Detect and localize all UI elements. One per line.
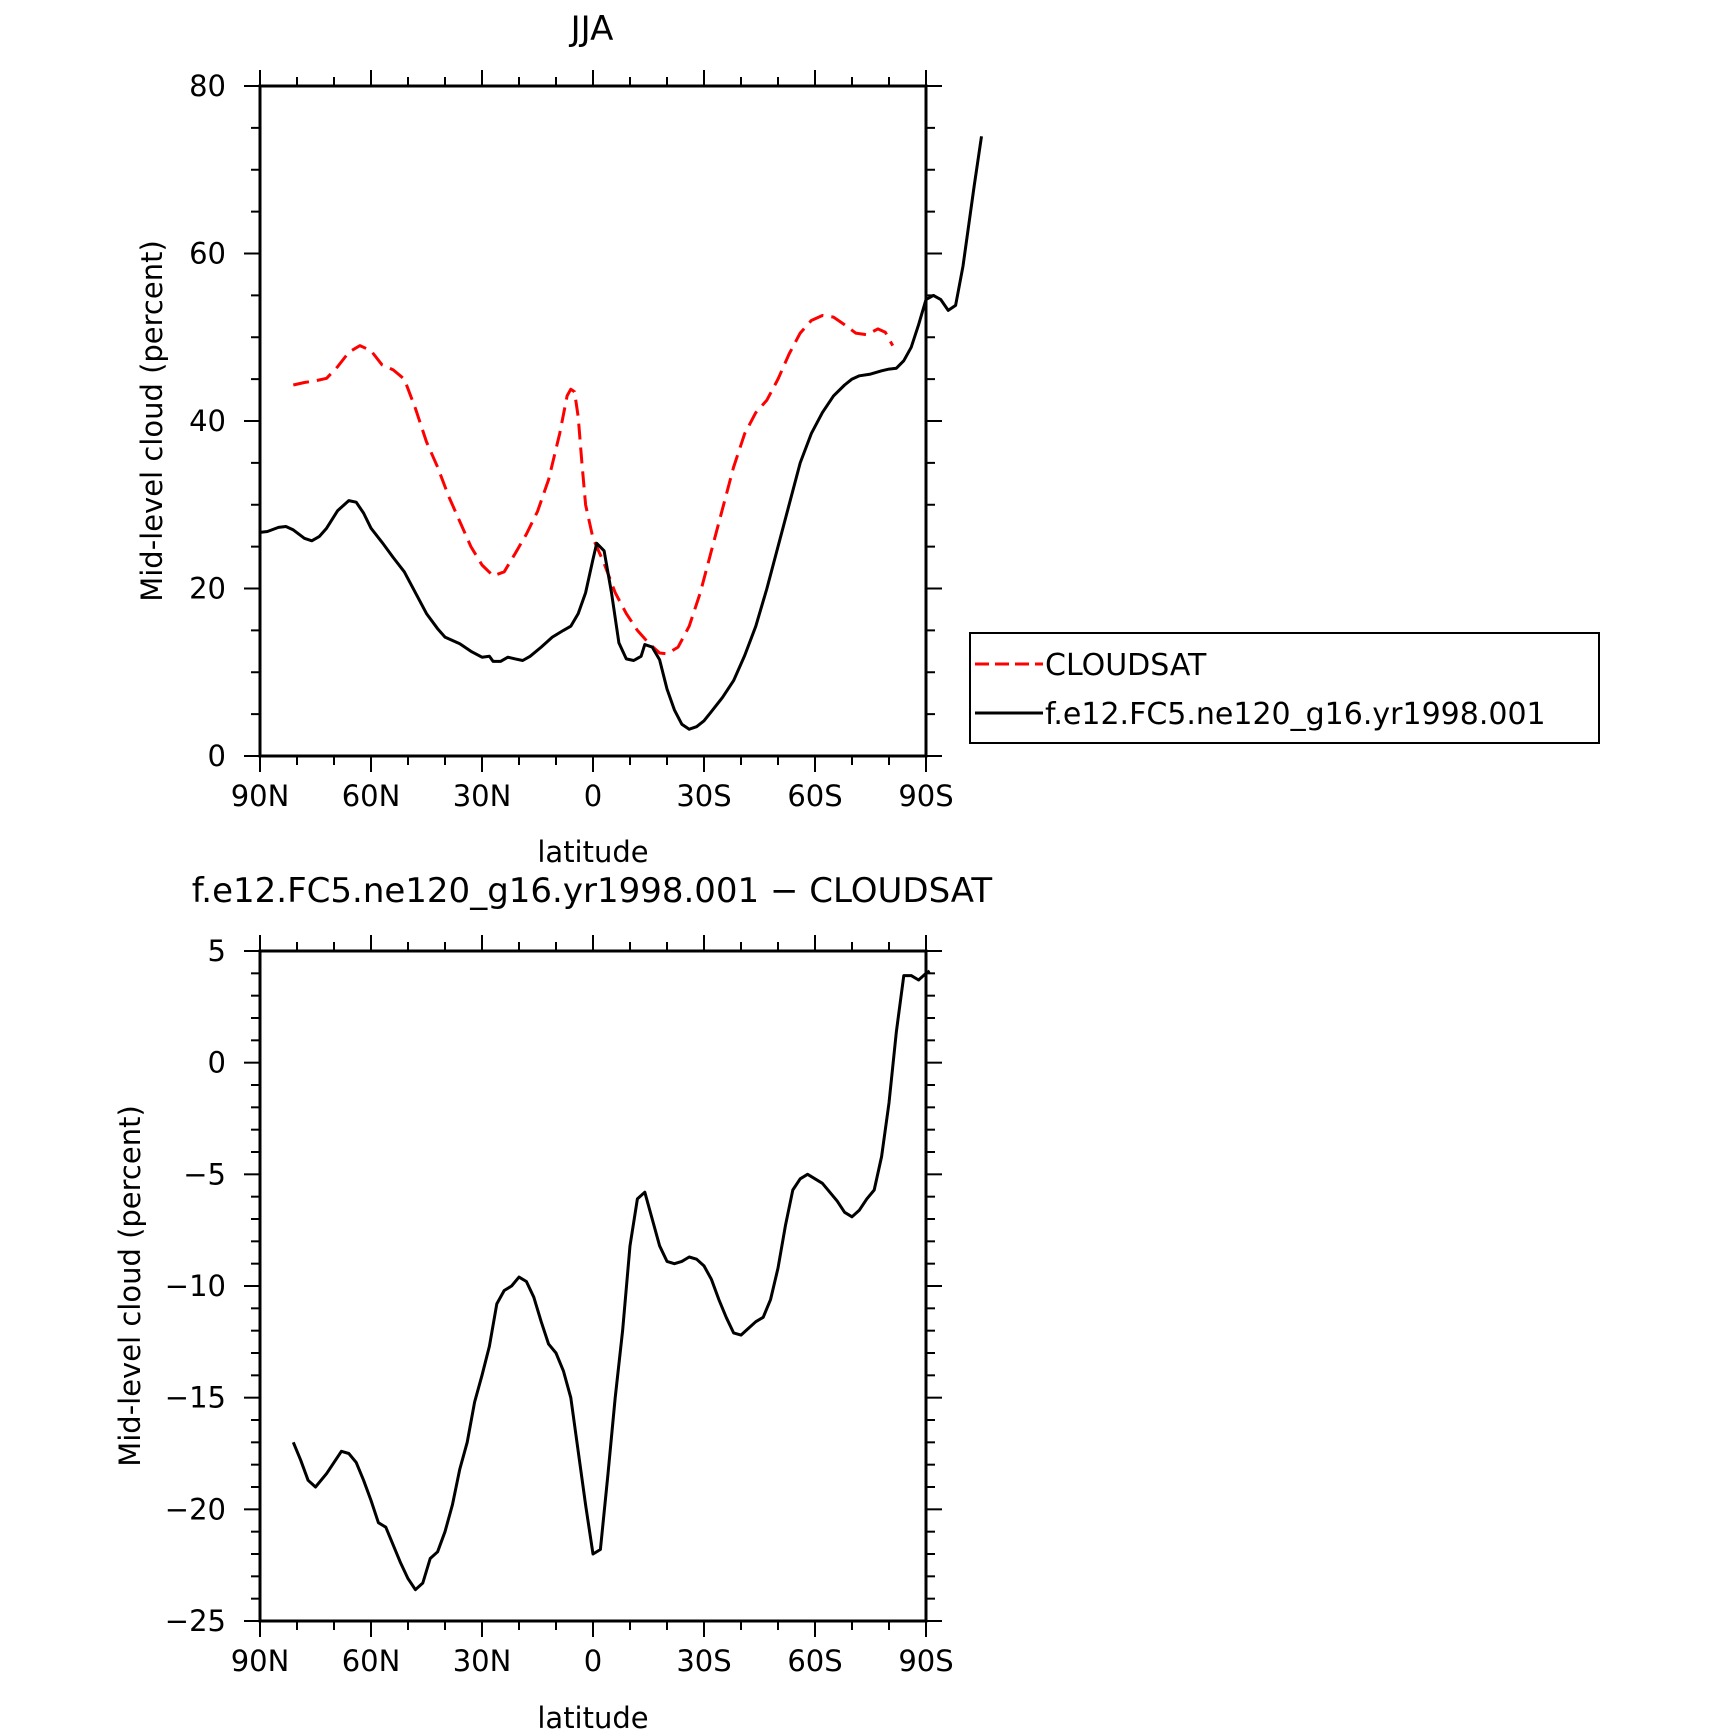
series-line-difference-0 <box>291 969 931 1592</box>
y-tick-label: −15 <box>165 1381 226 1415</box>
x-tick-label: 30N <box>453 779 512 813</box>
y-tick-label: 80 <box>189 69 226 103</box>
x-tick-label: 90S <box>898 1644 953 1678</box>
plot-frame <box>258 949 928 1623</box>
x-tick-label: 30N <box>453 1644 512 1678</box>
x-tick-label: 60N <box>342 1644 401 1678</box>
y-tick-label: 20 <box>189 572 226 606</box>
y-tick-labels: 0 20 40 60 80 <box>189 69 226 773</box>
x-tick-label: 90S <box>898 779 953 813</box>
x-axis-label: latitude <box>537 1701 648 1734</box>
x-tick-label: 0 <box>584 779 602 813</box>
x-tick-label: 30S <box>676 779 731 813</box>
plot-area-lines <box>259 136 983 731</box>
y-tick-label: −5 <box>183 1157 226 1191</box>
x-tick-labels: 90N 60N 30N 0 30S 60S 90S <box>231 1644 954 1678</box>
x-tick-label: 60S <box>787 779 842 813</box>
x-tick-label: 60S <box>787 1644 842 1678</box>
y-tick-label: 5 <box>208 934 226 968</box>
x-tick-label: 0 <box>584 1644 602 1678</box>
y-tick-label: 60 <box>189 237 226 271</box>
y-tick-label: −10 <box>165 1269 226 1303</box>
chart-panel-top: JJA 90N 60N 30N 0 30S 60S 90S 0 20 40 60 80 latitu… <box>135 9 1600 869</box>
chart-panel-bottom: f.e12.FC5.ne120_g16.yr1998.001 − CLOUDSA… <box>113 871 992 1734</box>
y-tick-label: 40 <box>189 404 226 438</box>
x-tick-label: 90N <box>231 1644 290 1678</box>
chart-title-difference: f.e12.FC5.ne120_g16.yr1998.001 − CLOUDSA… <box>192 871 993 911</box>
legend-label-cloudsat: CLOUDSAT <box>1045 648 1207 683</box>
x-tick-label: 30S <box>676 1644 731 1678</box>
y-tick-labels: −25 −20 −15 −10 −5 0 5 <box>165 934 226 1638</box>
y-tick-label: 0 <box>208 739 226 773</box>
plot-frame <box>258 84 928 758</box>
y-tick-label: −25 <box>165 1604 226 1638</box>
chart-title: JJA <box>569 9 614 49</box>
legend-label-model: f.e12.FC5.ne120_g16.yr1998.001 <box>1045 697 1546 732</box>
y-tick-label: 0 <box>208 1046 226 1080</box>
series-line-cloudsat <box>292 314 895 656</box>
y-axis-label: Mid-level cloud (percent) <box>113 1105 147 1467</box>
legend: CLOUDSAT f.e12.FC5.ne120_g16.yr1998.001 <box>969 632 1600 744</box>
y-tick-label: −20 <box>165 1492 226 1526</box>
x-tick-label: 60N <box>342 779 401 813</box>
x-axis-label: latitude <box>537 835 648 869</box>
axis-ticks <box>244 935 942 1637</box>
x-tick-label: 90N <box>231 779 290 813</box>
plot-area-lines <box>291 969 931 1592</box>
legend-box <box>969 632 1600 744</box>
series-line-f-e12-fc5-ne120-g16-yr1998-001 <box>259 136 983 731</box>
y-axis-label: Mid-level cloud (percent) <box>135 240 169 602</box>
axis-ticks <box>244 70 942 772</box>
x-tick-labels: 90N 60N 30N 0 30S 60S 90S <box>231 779 954 813</box>
